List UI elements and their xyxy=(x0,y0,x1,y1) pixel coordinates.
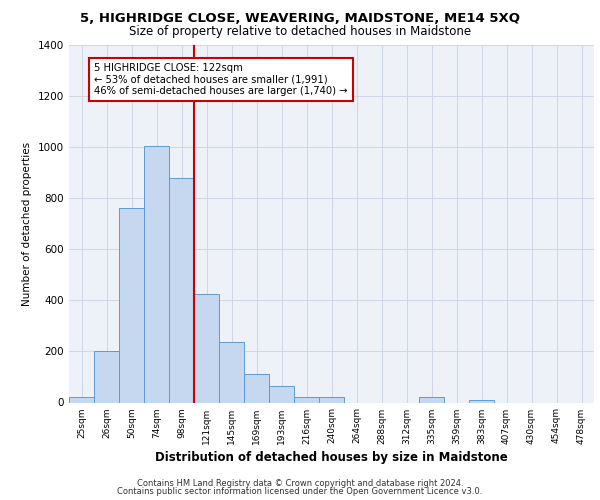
Bar xyxy=(269,386,294,402)
Bar xyxy=(469,400,494,402)
Bar xyxy=(144,146,169,403)
Text: Contains public sector information licensed under the Open Government Licence v3: Contains public sector information licen… xyxy=(118,487,482,496)
Text: Size of property relative to detached houses in Maidstone: Size of property relative to detached ho… xyxy=(129,25,471,38)
Bar xyxy=(69,398,94,402)
Bar xyxy=(319,398,344,402)
Text: 5, HIGHRIDGE CLOSE, WEAVERING, MAIDSTONE, ME14 5XQ: 5, HIGHRIDGE CLOSE, WEAVERING, MAIDSTONE… xyxy=(80,12,520,26)
Bar xyxy=(294,398,319,402)
Bar xyxy=(169,178,194,402)
X-axis label: Distribution of detached houses by size in Maidstone: Distribution of detached houses by size … xyxy=(155,450,508,464)
Bar xyxy=(244,374,269,402)
Text: 5 HIGHRIDGE CLOSE: 122sqm
← 53% of detached houses are smaller (1,991)
46% of se: 5 HIGHRIDGE CLOSE: 122sqm ← 53% of detac… xyxy=(94,63,347,96)
Bar xyxy=(219,342,244,402)
Y-axis label: Number of detached properties: Number of detached properties xyxy=(22,142,32,306)
Bar xyxy=(194,294,219,403)
Bar xyxy=(119,208,144,402)
Bar xyxy=(94,352,119,403)
Text: Contains HM Land Registry data © Crown copyright and database right 2024.: Contains HM Land Registry data © Crown c… xyxy=(137,478,463,488)
Bar xyxy=(419,398,444,402)
